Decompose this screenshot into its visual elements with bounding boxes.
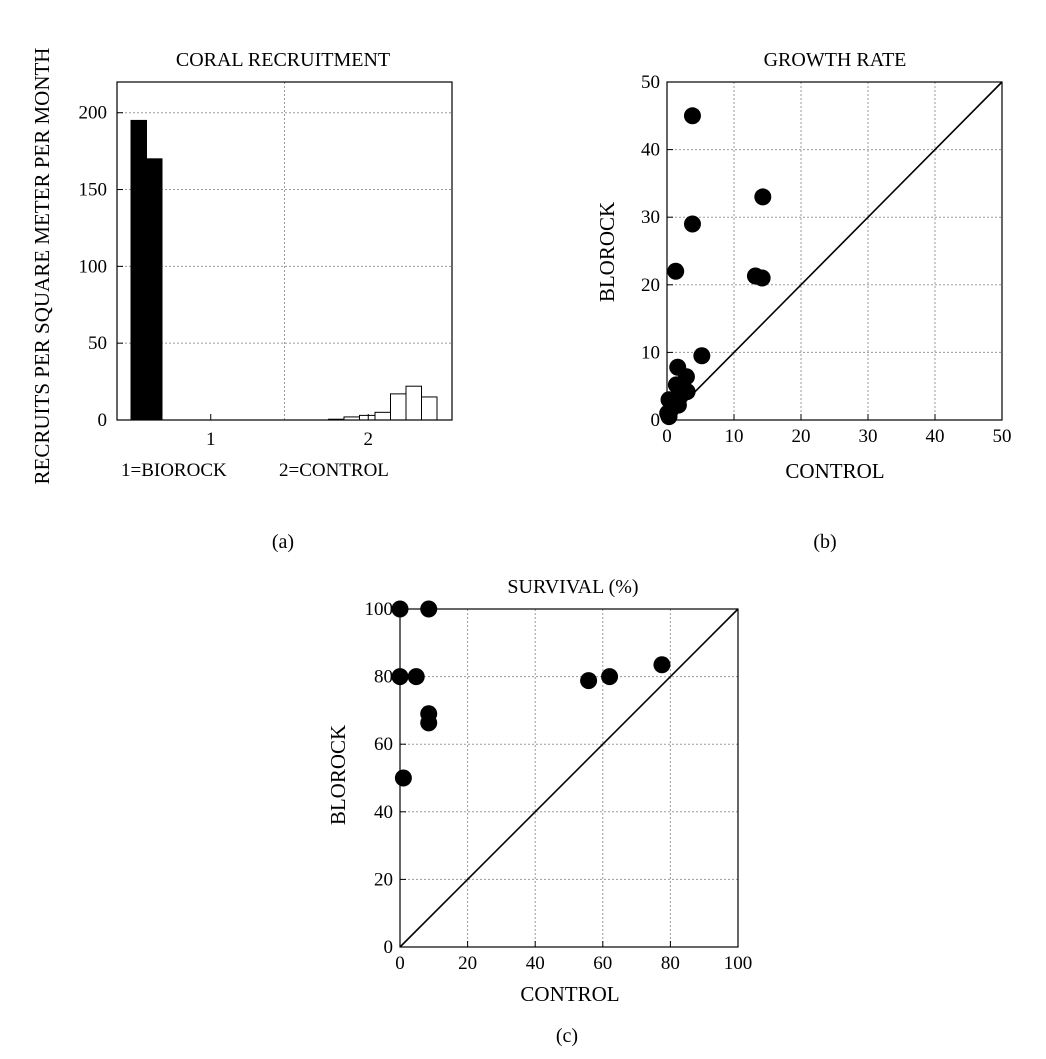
chart-c-point xyxy=(653,656,671,674)
chart-c-ytick-label: 80 xyxy=(374,667,393,688)
chart-c-panel-label: (c) xyxy=(556,1025,578,1047)
chart-growth-rate: GROWTH RATE CONTROL BLOROCK (b) 0 10 20 30 4… xyxy=(595,49,1012,553)
chart-c-ytick-label: 60 xyxy=(374,734,393,755)
chart-a-bar xyxy=(421,396,438,421)
chart-a-xtick-label: 1 xyxy=(206,429,216,450)
chart-b-xtick-label: 50 xyxy=(993,426,1012,447)
chart-c-xtick-label: 100 xyxy=(724,953,753,974)
chart-b-point xyxy=(667,262,685,280)
chart-a-bar xyxy=(359,414,376,421)
chart-a-bar xyxy=(374,411,391,421)
chart-a-ytick-label: 0 xyxy=(98,410,108,431)
chart-b-xtick-label: 40 xyxy=(926,426,945,447)
chart-c-xtick-label: 0 xyxy=(395,953,405,974)
chart-b-ytick-label: 20 xyxy=(641,275,660,296)
chart-c-xtick-label: 20 xyxy=(458,953,477,974)
chart-survival: SURVIVAL (%) CONTROL BLOROCK (c) 0 20 40 60… xyxy=(326,576,752,1047)
chart-a-legend-note: 1=BIOROCK 2=CONTROL xyxy=(121,460,389,481)
chart-a-ytick-label: 150 xyxy=(79,180,108,201)
chart-c-point xyxy=(420,714,438,732)
chart-c-xtick-label: 80 xyxy=(661,953,680,974)
chart-c-ylabel: BLOROCK xyxy=(326,725,350,825)
chart-b-xlabel: CONTROL xyxy=(785,459,884,483)
chart-b-reference-line xyxy=(666,81,1003,421)
chart-a-bar xyxy=(146,158,163,421)
chart-a-ylabel: RECRUITS PER SQUARE METER PER MONTH xyxy=(30,48,54,485)
chart-c-ytick-label: 20 xyxy=(374,869,393,890)
chart-c-point xyxy=(601,668,619,686)
chart-c-point xyxy=(580,672,598,690)
chart-b-ytick-label: 40 xyxy=(641,140,660,161)
chart-b-xtick-label: 20 xyxy=(792,426,811,447)
chart-b-frame xyxy=(666,81,1003,421)
chart-b-point xyxy=(693,347,711,365)
chart-b-ytick-label: 30 xyxy=(641,207,660,228)
chart-c-xtick-label: 60 xyxy=(593,953,612,974)
chart-a-frame xyxy=(116,81,453,421)
chart-c-point xyxy=(391,600,409,618)
chart-a-xtick-label: 2 xyxy=(364,429,374,450)
chart-c-xtick-label: 40 xyxy=(526,953,545,974)
chart-c-reference-line xyxy=(399,608,739,948)
chart-b-panel-label: (b) xyxy=(813,531,836,553)
chart-b-title: GROWTH RATE xyxy=(764,49,907,71)
chart-c-point xyxy=(391,668,409,686)
chart-c-xlabel: CONTROL xyxy=(520,982,619,1006)
chart-c-ytick-label: 0 xyxy=(384,937,394,958)
chart-a-bar xyxy=(390,393,407,421)
chart-b-ytick-label: 0 xyxy=(651,410,661,431)
chart-b-point xyxy=(660,408,678,426)
chart-c-ytick-label: 40 xyxy=(374,802,393,823)
chart-a-title: CORAL RECRUITMENT xyxy=(176,49,390,71)
chart-a-ytick-label: 200 xyxy=(79,103,108,124)
chart-a-ytick-label: 50 xyxy=(88,333,107,354)
chart-b-xtick-label: 10 xyxy=(725,426,744,447)
chart-b-point xyxy=(753,269,771,287)
chart-b-ytick-label: 10 xyxy=(641,342,660,363)
chart-b-point xyxy=(683,215,701,233)
chart-c-title: SURVIVAL (%) xyxy=(507,576,638,598)
chart-a-ytick-label: 100 xyxy=(79,256,108,277)
chart-c-point xyxy=(407,668,425,686)
chart-a-bar xyxy=(405,385,422,421)
chart-b-ylabel: BLOROCK xyxy=(595,202,619,302)
chart-c-point xyxy=(420,600,438,618)
chart-a-panel-label: (a) xyxy=(272,531,294,553)
chart-b-point xyxy=(754,188,772,206)
chart-coral-recruitment: CORAL RECRUITMENT RECRUITS PER SQUARE ME… xyxy=(30,48,453,553)
chart-c-point xyxy=(394,769,412,787)
chart-b-xtick-label: 30 xyxy=(859,426,878,447)
chart-b-xtick-label: 0 xyxy=(662,426,672,447)
chart-a-bar xyxy=(130,119,147,421)
chart-c-ytick-label: 100 xyxy=(365,599,394,620)
chart-b-point xyxy=(683,107,701,125)
chart-b-ytick-label: 50 xyxy=(641,72,660,93)
